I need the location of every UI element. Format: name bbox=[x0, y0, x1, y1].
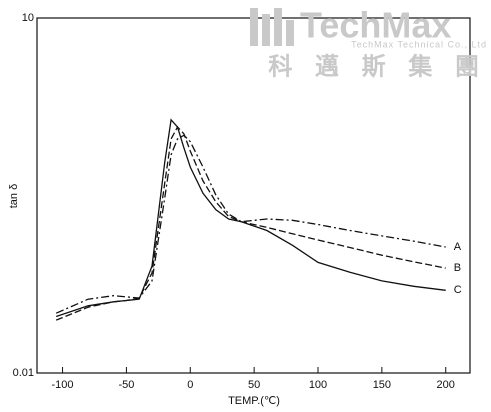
line-series bbox=[55, 118, 446, 318]
x-tick-label: 50 bbox=[248, 379, 260, 391]
x-tick-label: -100 bbox=[52, 379, 74, 391]
watermark-logo bbox=[250, 8, 294, 46]
series-label: A bbox=[454, 241, 462, 253]
x-tick-label: 150 bbox=[373, 379, 391, 391]
watermark-company: TechMax Technical Co., Ltd bbox=[351, 39, 487, 49]
watermark-chinese: 科 邁 斯 集 團 bbox=[268, 52, 487, 80]
x-tick-label: 100 bbox=[309, 379, 327, 391]
x-tick-label: 0 bbox=[187, 379, 193, 391]
x-axis-label: TEMP.(℃) bbox=[228, 395, 280, 407]
series-label: B bbox=[454, 262, 461, 274]
x-tick-label: 200 bbox=[437, 379, 455, 391]
watermark-brand: TechMax bbox=[300, 5, 451, 46]
y-axis-label: tan δ bbox=[8, 184, 20, 208]
y-tick-label: 10 bbox=[22, 12, 34, 24]
series-label: C bbox=[454, 284, 462, 296]
x-tick-label: -50 bbox=[118, 379, 134, 391]
line-series bbox=[55, 125, 446, 321]
y-tick-label: 0.01 bbox=[13, 367, 34, 379]
